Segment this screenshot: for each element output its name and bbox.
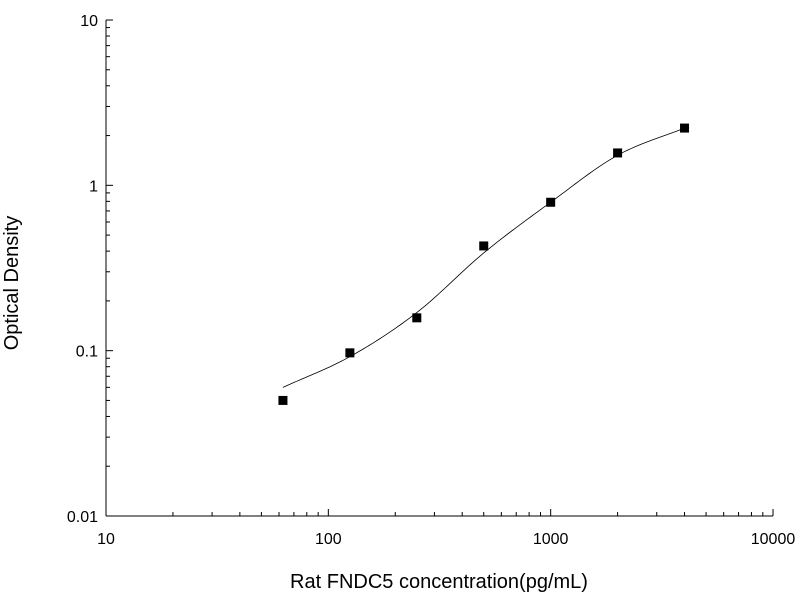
data-point — [613, 148, 623, 158]
data-point — [479, 241, 489, 251]
data-point — [412, 313, 422, 323]
data-point — [546, 197, 556, 207]
x-tick-label: 10 — [97, 531, 115, 548]
fitted-curve-line — [282, 127, 685, 388]
y-tick-label: 0.1 — [76, 344, 98, 361]
data-point — [345, 348, 355, 358]
axis-tick-labels: 10 100 1000 10000 0.01 0.1 1 10 — [67, 13, 795, 548]
x-tick-label: 1000 — [533, 531, 569, 548]
x-axis-title: Rat FNDC5 concentration(pg/mL) — [290, 571, 588, 593]
y-tick-label: 1 — [89, 178, 98, 195]
x-tick-label: 100 — [315, 531, 342, 548]
data-point — [278, 395, 288, 405]
x-tick-label: 10000 — [751, 531, 796, 548]
plot-axes — [105, 20, 773, 517]
data-point — [680, 123, 690, 133]
y-axis-title: Optical Density — [1, 216, 23, 351]
y-tick-label: 10 — [80, 13, 98, 30]
axis-ticks — [105, 19, 774, 517]
data-points — [278, 123, 690, 405]
y-tick-label: 0.01 — [67, 509, 98, 526]
